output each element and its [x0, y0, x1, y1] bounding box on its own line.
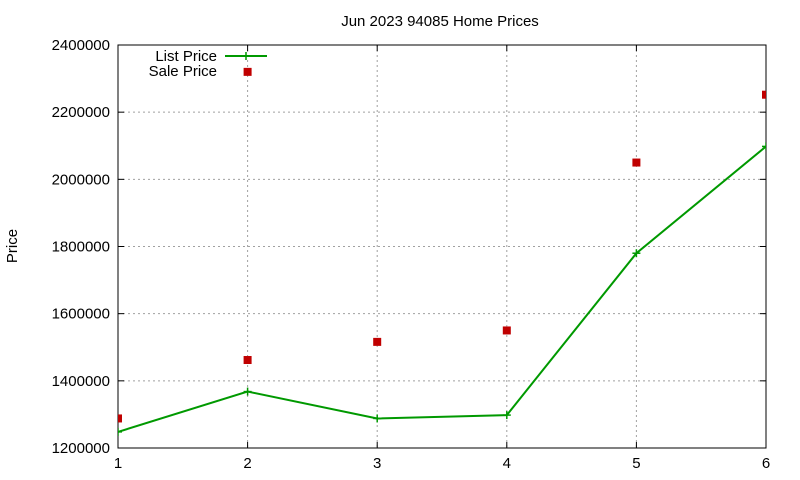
sale-price-point: [373, 337, 382, 346]
y-tick-label: 1800000: [52, 239, 110, 256]
axis-ticks: 1 2 3 4 5 6 1200000 1400000 1600000 1800000 200000…: [52, 37, 771, 472]
x-tick-label: 5: [632, 455, 640, 472]
sale-price-point: [243, 356, 252, 365]
list-price-point: [243, 387, 252, 396]
legend-label: List Price: [155, 48, 217, 65]
y-tick-label: 2200000: [52, 104, 110, 121]
y-tick-label: 2400000: [52, 37, 110, 54]
x-tick-label: 6: [762, 455, 770, 472]
y-tick-label: 1200000: [52, 440, 110, 457]
list-price-point: [762, 142, 766, 151]
sale-price-point: [762, 90, 766, 99]
list-price-point: [118, 427, 122, 436]
list-price-point: [502, 411, 511, 420]
sale-price-point: [502, 326, 511, 335]
sale-price-point: [243, 67, 252, 76]
x-tick-label: 2: [243, 455, 251, 472]
legend-cross-swatch: [242, 52, 250, 60]
y-tick-label: 1600000: [52, 306, 110, 323]
series-layer: [118, 67, 766, 436]
x-tick-label: 4: [503, 455, 511, 472]
x-tick-label: 3: [373, 455, 381, 472]
list-price-point: [373, 414, 382, 423]
y-tick-label: 2000000: [52, 171, 110, 188]
grid-lines: [118, 45, 766, 448]
legend-label: Sale Price: [149, 63, 217, 80]
y-tick-label: 1400000: [52, 373, 110, 390]
list-price-point: [632, 249, 641, 258]
sale-price-point: [632, 158, 641, 167]
sale-price-point: [118, 414, 122, 423]
y-axis-label: Price: [4, 229, 21, 263]
x-tick-label: 1: [114, 455, 122, 472]
list-price-line: [118, 145, 766, 433]
chart-title: Jun 2023 94085 Home Prices: [341, 13, 539, 30]
